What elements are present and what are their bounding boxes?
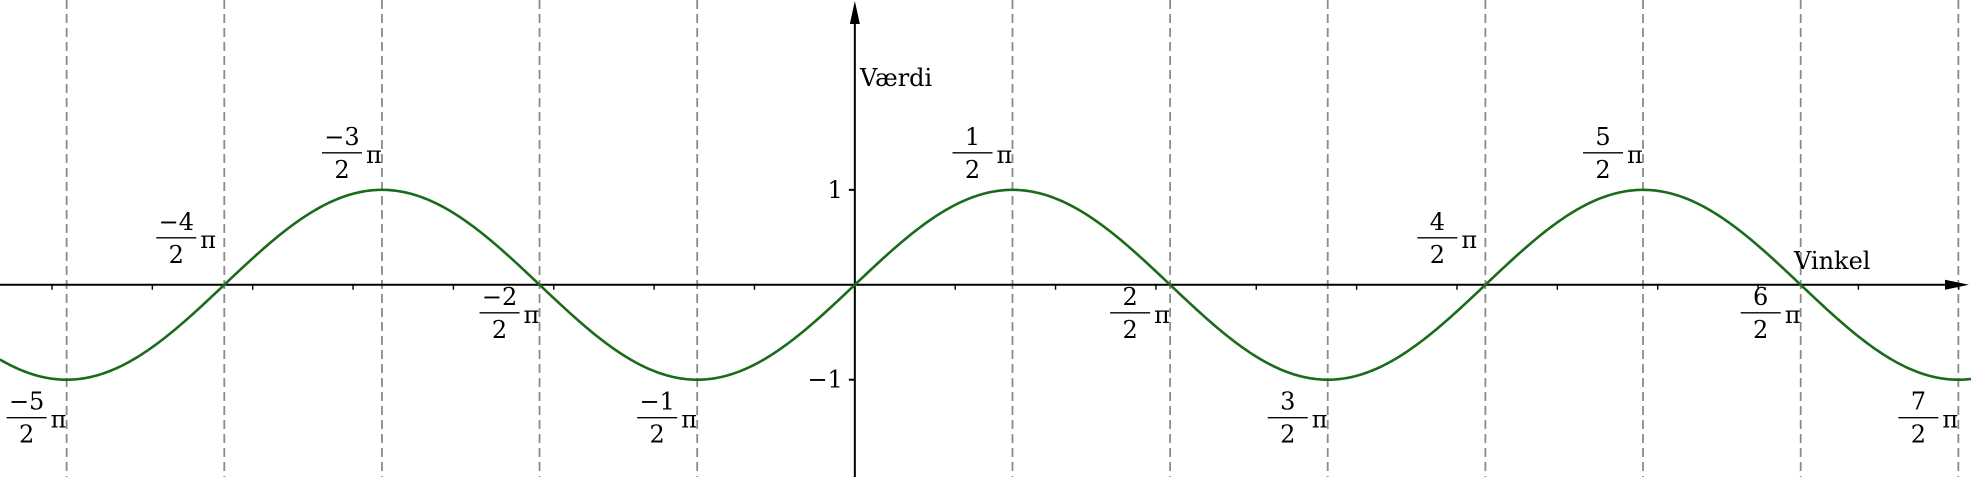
pi-symbol: π [366,141,382,169]
pi-symbol: π [1627,141,1643,169]
pi-fraction-11: 7 2π [1898,388,1958,449]
fraction-numerator: 3 [1280,388,1295,416]
x-axis-arrow [1945,279,1969,290]
pi-fraction-labels: −52π−42π−32π−22π−12π12π22π32π42π52π62π72… [6,123,1958,449]
fraction-numerator: −3 [324,123,359,151]
fraction-numerator: −1 [640,388,675,416]
fraction-numerator: 2 [1122,283,1137,311]
fraction-denominator: 2 [492,316,507,344]
pi-fraction-1: −4 2π [156,208,216,269]
pi-fraction-4: −1 2π [637,388,697,449]
fraction-numerator: 6 [1753,283,1768,311]
fraction-denominator: 2 [1122,316,1137,344]
pi-symbol: π [200,226,216,254]
y-axis-label: Værdi [859,64,933,92]
fraction-denominator: 2 [1753,316,1768,344]
fraction-denominator: 2 [1430,241,1445,269]
y-axis-ticks: 1 −1 [807,176,855,394]
x-axis-minor-ticks [51,284,1960,290]
pi-symbol: π [1785,301,1801,329]
fraction-numerator: 5 [1595,123,1610,151]
pi-symbol: π [1942,406,1958,434]
fraction-numerator: −2 [482,283,517,311]
pi-fraction-10: 6 2π [1740,283,1801,344]
pi-fraction-0: −5 2π [6,388,67,449]
pi-symbol: π [524,301,540,329]
pi-symbol: π [51,406,67,434]
pi-fraction-8: 4 2π [1417,208,1477,269]
pi-fraction-5: 1 2π [952,123,1012,184]
pi-fraction-7: 3 2π [1267,388,1328,449]
pi-symbol: π [1154,301,1170,329]
fraction-denominator: 2 [1280,421,1295,449]
y-axis-arrow [849,1,860,24]
fraction-denominator: 2 [334,156,349,184]
fraction-numerator: −5 [9,388,44,416]
pi-symbol: π [681,406,697,434]
fraction-numerator: 4 [1430,208,1445,236]
y-tick-label: 1 [828,176,843,204]
sine-curve [0,188,1971,382]
pi-fraction-2: −3 2π [321,123,382,184]
fraction-numerator: −4 [159,208,194,236]
fraction-denominator: 2 [650,421,665,449]
fraction-numerator: 1 [965,123,980,151]
pi-fraction-9: 5 2π [1583,123,1643,184]
fraction-numerator: 7 [1911,388,1926,416]
fraction-denominator: 2 [1911,421,1926,449]
fraction-denominator: 2 [19,421,34,449]
y-tick-label: −1 [807,366,842,394]
pi-symbol: π [1312,406,1328,434]
pi-fraction-6: 2 2π [1110,283,1170,344]
pi-symbol: π [996,141,1012,169]
fraction-denominator: 2 [169,241,184,269]
fraction-denominator: 2 [1595,156,1610,184]
x-axis-label: Vinkel [1793,247,1870,275]
pi-symbol: π [1461,226,1477,254]
pi-fraction-3: −2 2π [479,283,540,344]
vertical-gridlines [65,0,1960,477]
fraction-denominator: 2 [965,156,980,184]
